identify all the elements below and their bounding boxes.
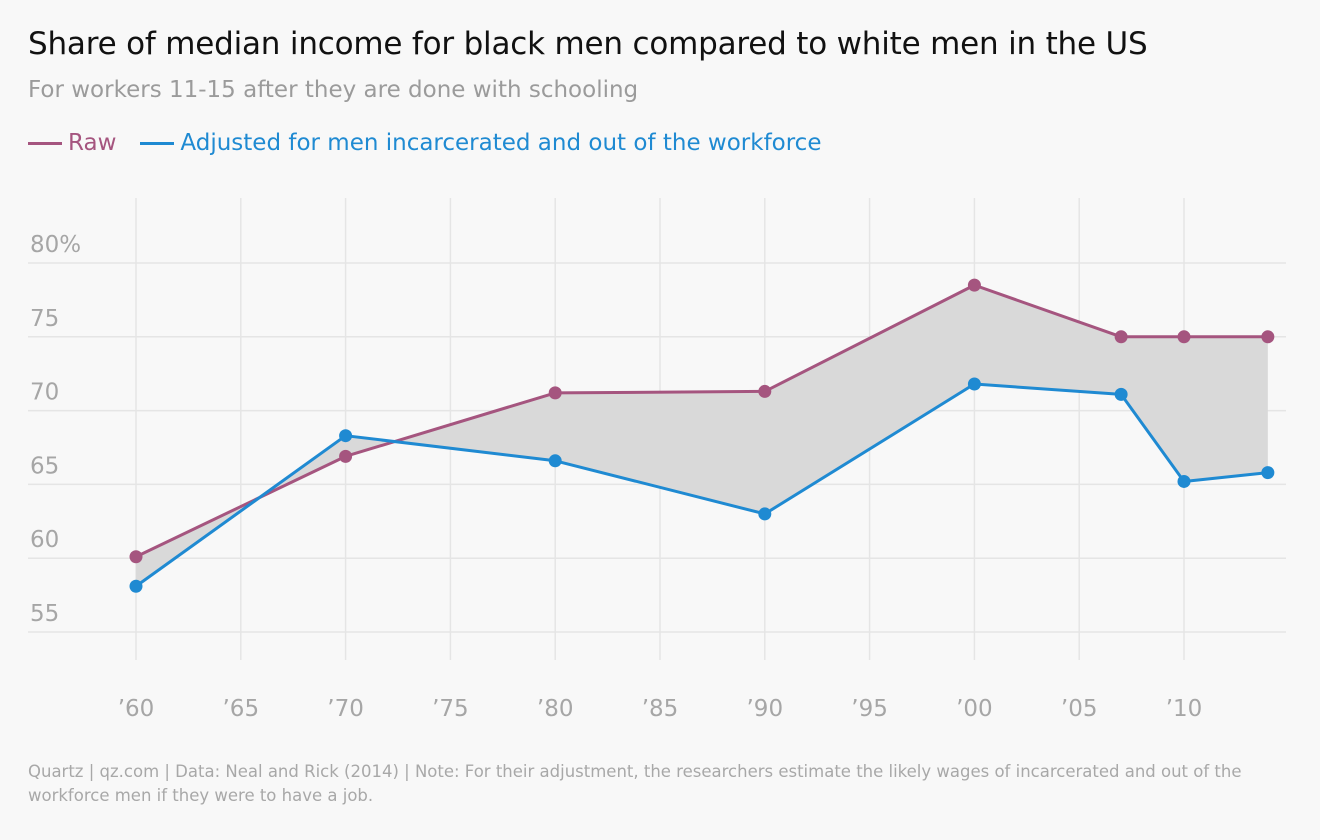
chart-subtitle: For workers 11-15 after they are done wi…	[28, 77, 639, 103]
data-point-adjusted	[339, 429, 353, 443]
y-tick-label: 55	[30, 601, 59, 627]
x-tick-label: ’60	[118, 696, 155, 722]
data-point-raw	[1114, 330, 1128, 344]
footnote: Quartz | qz.com | Data: Neal and Rick (2…	[28, 762, 1242, 805]
legend-label-raw: Raw	[68, 130, 117, 156]
legend-label-adjusted: Adjusted for men incarcerated and out of…	[180, 130, 822, 156]
x-tick-label: ’10	[1166, 696, 1203, 722]
data-point-raw	[967, 278, 981, 292]
y-tick-label: 75	[30, 306, 59, 332]
line-chart: 55 60 65 70 75 80% ’60 ’65 ’70 ’75 ’80 ’85 ’90 ’95 ’00…	[28, 198, 1286, 722]
x-tick-label: ’80	[537, 696, 574, 722]
x-tick-label: ’75	[432, 696, 469, 722]
data-point-adjusted	[1177, 474, 1191, 488]
x-tick-label: ’85	[642, 696, 679, 722]
data-point-raw	[129, 550, 143, 564]
data-point-raw	[1261, 330, 1275, 344]
data-point-adjusted	[1114, 387, 1128, 401]
data-point-adjusted	[1261, 466, 1275, 480]
x-tick-label: ’95	[851, 696, 888, 722]
data-point-raw	[1177, 330, 1191, 344]
x-tick-label: ’90	[747, 696, 784, 722]
y-tick-label: 80%	[30, 232, 81, 258]
x-tick-label: ’70	[327, 696, 364, 722]
y-tick-label: 65	[30, 453, 59, 479]
data-point-raw	[339, 449, 353, 463]
x-tick-label: ’05	[1061, 696, 1098, 722]
legend: Raw Adjusted for men incarcerated and ou…	[28, 130, 845, 156]
data-point-adjusted	[548, 454, 562, 468]
legend-item-raw: Raw	[28, 130, 116, 156]
y-tick-label: 60	[30, 527, 59, 553]
y-tick-label: 70	[30, 380, 59, 406]
legend-item-adjusted: Adjusted for men incarcerated and out of…	[140, 130, 821, 156]
x-tick-label: ’00	[956, 696, 993, 722]
data-point-adjusted	[129, 579, 143, 593]
series-line-raw	[135, 283, 1268, 559]
data-point-raw	[548, 386, 562, 400]
series-line-adjusted	[135, 382, 1268, 588]
data-point-adjusted	[967, 377, 981, 391]
x-tick-label: ’65	[223, 696, 260, 722]
legend-swatch-raw	[28, 141, 62, 145]
legend-swatch-adjusted	[140, 141, 175, 145]
gap-area	[136, 285, 1268, 587]
chart-title: Share of median income for black men com…	[28, 26, 1148, 62]
data-point-raw	[758, 384, 772, 398]
data-point-adjusted	[758, 507, 772, 521]
